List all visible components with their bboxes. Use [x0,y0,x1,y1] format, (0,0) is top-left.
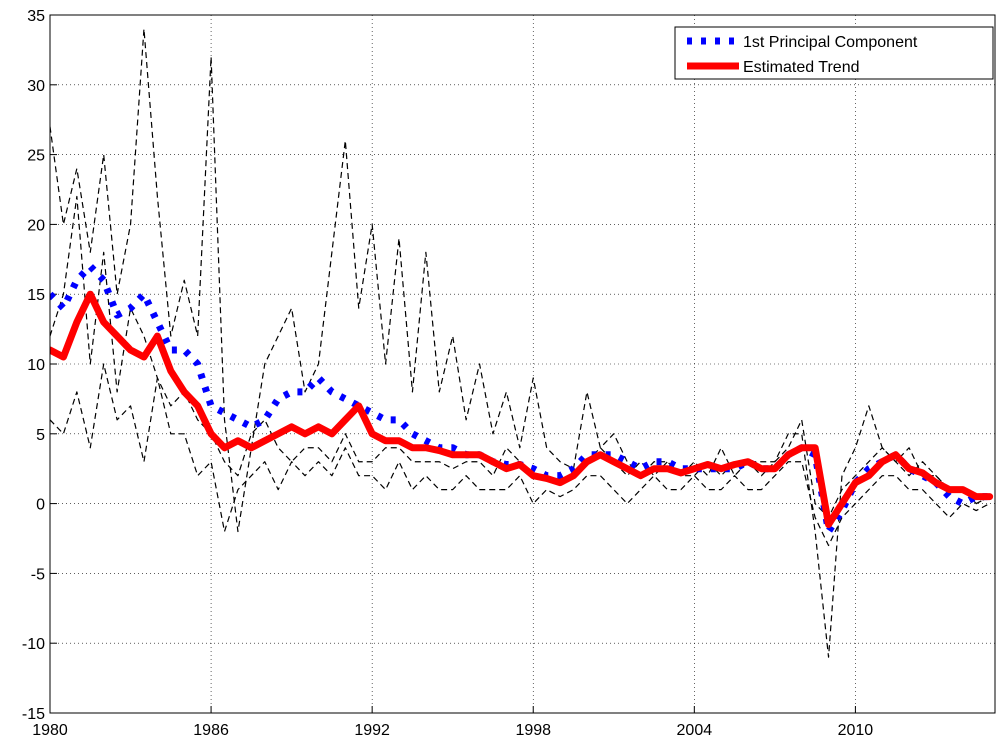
y-tick-label: -5 [31,566,45,583]
y-tick-label: 35 [27,8,45,25]
y-tick-label: 25 [27,148,45,165]
series-line [50,28,990,658]
series-line [50,290,994,529]
y-tick-label: -15 [22,706,45,723]
x-tick-label: 1980 [32,722,68,739]
x-tick-label: 1986 [193,722,229,739]
y-tick-label: 30 [27,78,45,95]
x-tick-label: 2010 [838,722,874,739]
y-tick-label: 5 [36,427,45,444]
legend-label: 1st Principal Component [743,34,918,51]
y-tick-label: -10 [22,636,45,653]
y-tick-label: 0 [36,497,45,514]
x-tick-label: 2004 [677,722,713,739]
series-group [50,28,994,658]
y-tick-label: 20 [27,217,45,234]
legend-label: Estimated Trend [743,59,860,76]
series-line [50,195,990,519]
x-tick-label: 1998 [515,722,551,739]
series-line [50,363,990,547]
x-tick-label: 1992 [354,722,390,739]
y-tick-label: 15 [27,287,45,304]
y-tick-label: 10 [27,357,45,374]
axes-frame [49,14,996,714]
legend-box [674,26,994,80]
